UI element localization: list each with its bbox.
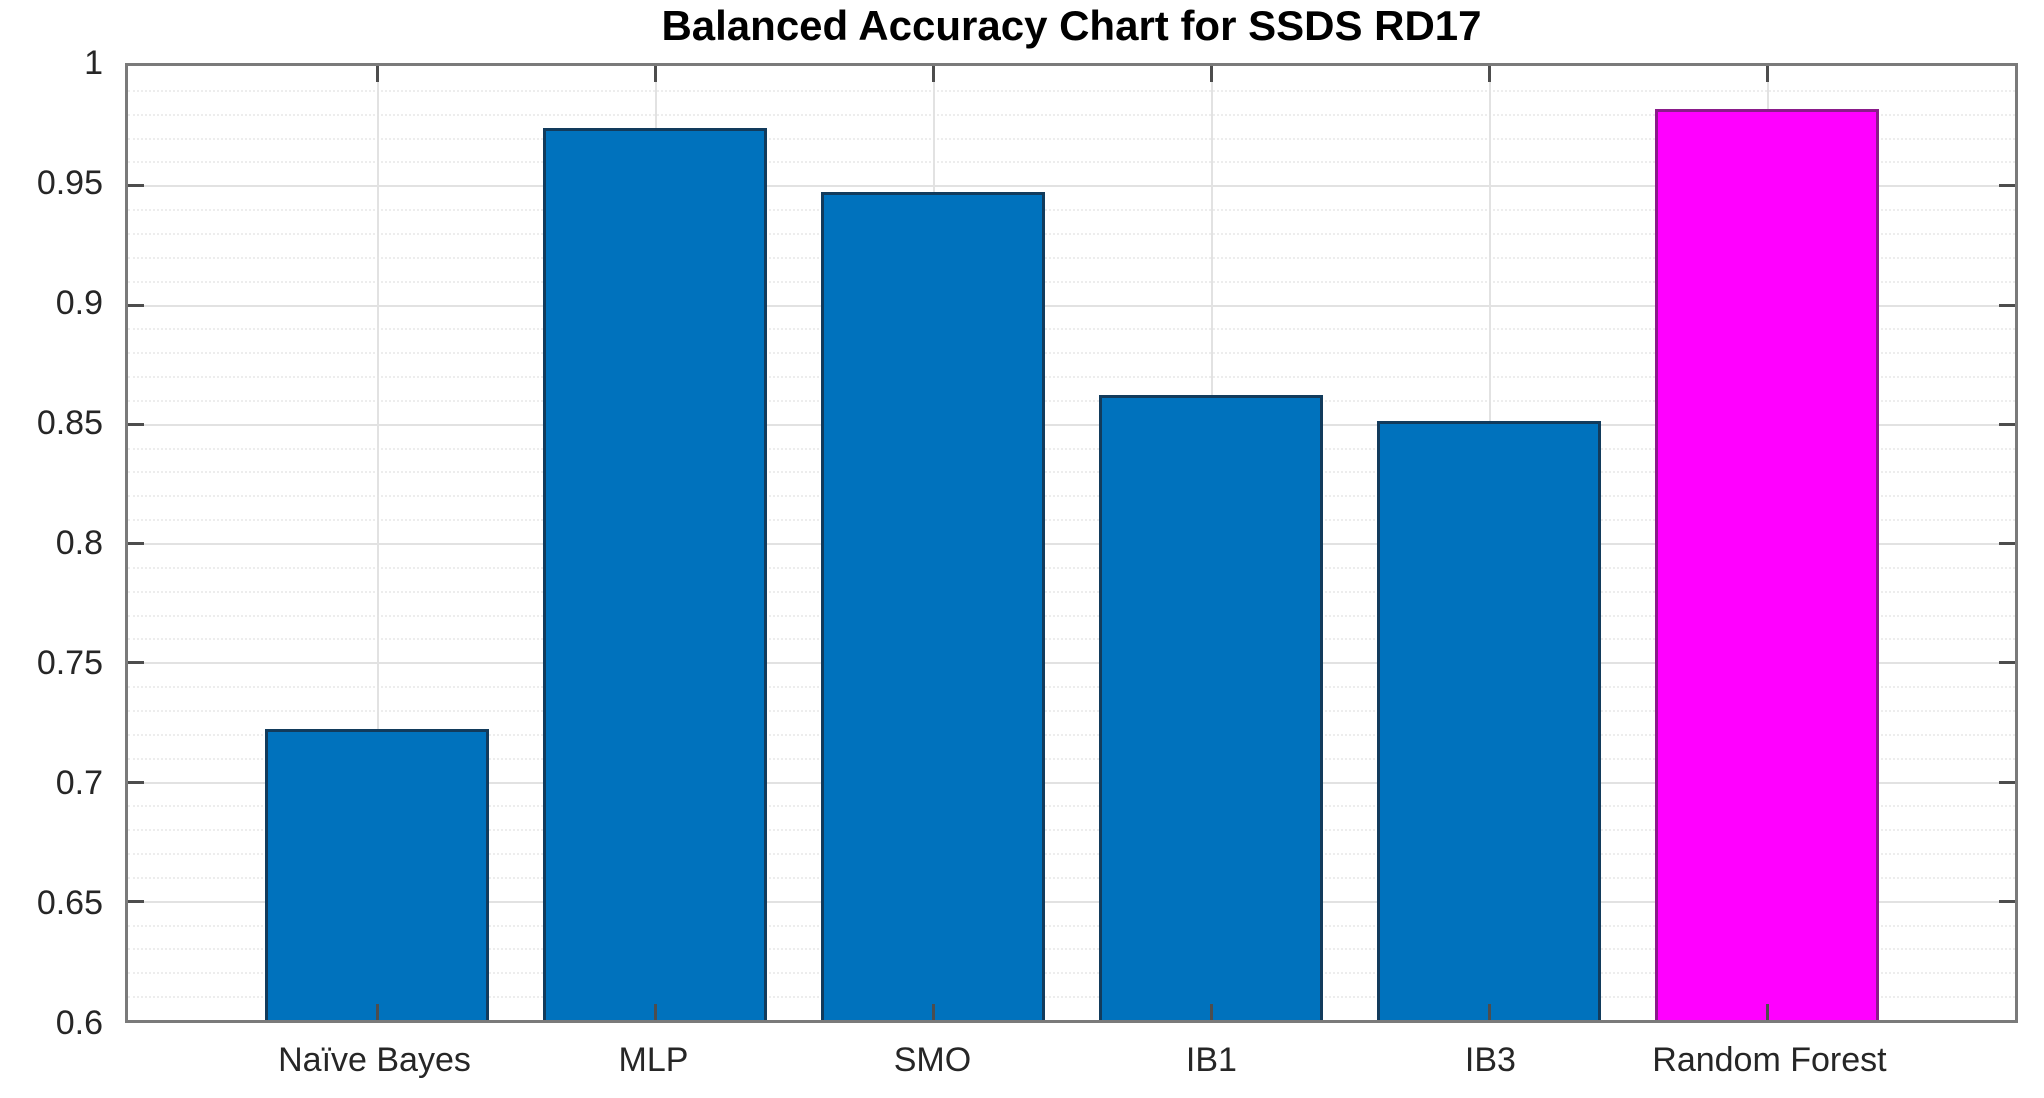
y-tick-mark	[128, 899, 144, 903]
y-tick-label: 0.65	[36, 884, 103, 922]
minor-gridline	[128, 495, 2015, 498]
y-tick-mark	[1999, 303, 2015, 307]
y-tick-mark	[1999, 899, 2015, 903]
bar-smo	[820, 192, 1046, 1020]
bar-random-forest	[1655, 108, 1880, 1020]
bar-ib1	[1098, 395, 1324, 1020]
minor-gridline	[128, 805, 2015, 808]
x-tick-mark	[931, 1004, 935, 1020]
x-tick-mark	[1210, 66, 1214, 82]
x-tick-mark	[1488, 66, 1492, 82]
minor-gridline	[128, 829, 2015, 832]
y-tick-label: 0.75	[36, 644, 103, 682]
y-tick-mark	[1999, 780, 2015, 784]
y-tick-mark	[1999, 422, 2015, 426]
minor-gridline	[128, 399, 2015, 402]
x-tick-label: MLP	[618, 1041, 689, 1079]
x-tick-label: SMO	[893, 1041, 972, 1079]
y-tick-mark	[1999, 184, 2015, 188]
bar-ib3	[1376, 421, 1602, 1020]
y-tick-mark	[128, 184, 144, 188]
y-tick-label: 0.85	[36, 404, 103, 442]
minor-gridline	[128, 471, 2015, 474]
x-tick-mark	[375, 66, 379, 82]
y-tick-mark	[128, 303, 144, 307]
x-tick-label: IB3	[1464, 1041, 1516, 1079]
x-tick-mark	[375, 1004, 379, 1020]
y-tick-label: 0.95	[36, 164, 103, 202]
y-tick-label: 0.8	[55, 524, 103, 562]
minor-gridline	[128, 876, 2015, 879]
y-tick-mark	[1999, 542, 2015, 545]
minor-gridline	[128, 686, 2015, 689]
minor-gridline	[128, 924, 2015, 927]
minor-gridline	[128, 113, 2015, 116]
y-tick-label: 0.6	[55, 1004, 103, 1042]
y-tick-mark	[128, 661, 144, 665]
minor-gridline	[128, 328, 2015, 331]
major-gridline	[128, 781, 2015, 784]
minor-gridline	[128, 590, 2015, 593]
minor-gridline	[128, 376, 2015, 379]
minor-gridline	[128, 614, 2015, 617]
y-tick-label: 0.7	[55, 764, 103, 802]
x-tick-label: Naïve Bayes	[278, 1041, 471, 1079]
minor-gridline	[128, 352, 2015, 355]
minor-gridline	[128, 757, 2015, 760]
minor-gridline	[128, 972, 2015, 975]
major-gridline	[128, 185, 2015, 188]
x-tick-mark	[1210, 1004, 1214, 1020]
minor-gridline	[128, 948, 2015, 951]
x-tick-mark	[1766, 66, 1770, 82]
x-tick-mark	[653, 1004, 657, 1020]
x-tick-label: Random Forest	[1652, 1041, 1887, 1079]
x-tick-mark	[1488, 1004, 1492, 1020]
y-tick-label: 0.9	[55, 284, 103, 322]
chart-title: Balanced Accuracy Chart for SSDS RD17	[661, 2, 1482, 49]
minor-gridline	[128, 996, 2015, 999]
x-tick-mark	[653, 66, 657, 82]
y-tick-mark	[128, 422, 144, 426]
minor-gridline	[128, 566, 2015, 569]
minor-gridline	[128, 89, 2015, 92]
major-gridline	[128, 543, 2015, 545]
vertical-gridline	[376, 66, 379, 1020]
minor-gridline	[128, 638, 2015, 641]
bar-na-ve-bayes	[264, 729, 489, 1020]
x-tick-label: IB1	[1185, 1041, 1237, 1079]
minor-gridline	[128, 709, 2015, 712]
plot-area	[125, 63, 2018, 1023]
x-tick-mark	[931, 66, 935, 82]
minor-gridline	[128, 853, 2015, 856]
minor-gridline	[128, 280, 2015, 283]
minor-gridline	[128, 447, 2015, 450]
bar-mlp	[542, 128, 767, 1020]
x-tick-mark	[1766, 1004, 1770, 1020]
major-gridline	[128, 900, 2015, 903]
y-tick-mark	[1999, 661, 2015, 665]
minor-gridline	[128, 256, 2015, 259]
minor-gridline	[128, 209, 2015, 212]
y-tick-label: 1	[84, 44, 103, 82]
minor-gridline	[128, 137, 2015, 140]
minor-gridline	[128, 733, 2015, 736]
minor-gridline	[128, 161, 2015, 164]
major-gridline	[128, 304, 2015, 307]
major-gridline	[128, 423, 2015, 426]
minor-gridline	[128, 232, 2015, 235]
y-tick-mark	[128, 780, 144, 784]
minor-gridline	[128, 519, 2015, 522]
major-gridline	[128, 662, 2015, 665]
y-tick-mark	[128, 542, 144, 545]
